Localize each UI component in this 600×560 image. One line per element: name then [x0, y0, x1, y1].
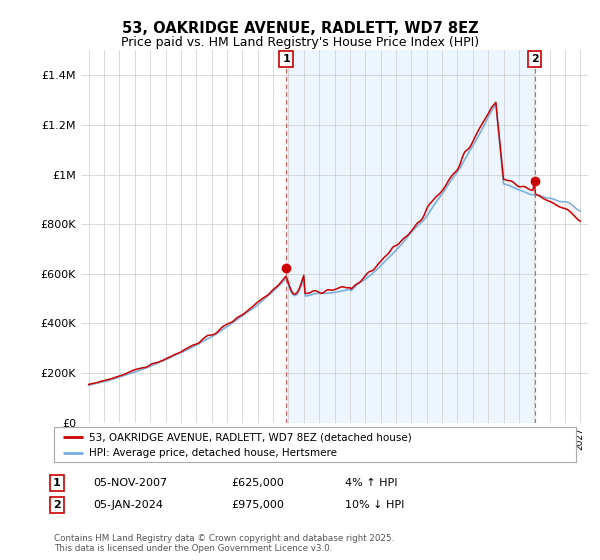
Text: Contains HM Land Registry data © Crown copyright and database right 2025.
This d: Contains HM Land Registry data © Crown c… — [54, 534, 394, 553]
Text: 2: 2 — [53, 500, 61, 510]
Text: 53, OAKRIDGE AVENUE, RADLETT, WD7 8EZ: 53, OAKRIDGE AVENUE, RADLETT, WD7 8EZ — [122, 21, 478, 36]
Text: 1: 1 — [282, 54, 290, 64]
Text: Price paid vs. HM Land Registry's House Price Index (HPI): Price paid vs. HM Land Registry's House … — [121, 36, 479, 49]
Text: 1: 1 — [53, 478, 61, 488]
Text: 4% ↑ HPI: 4% ↑ HPI — [345, 478, 398, 488]
Text: 2: 2 — [530, 54, 538, 64]
Text: 05-JAN-2024: 05-JAN-2024 — [93, 500, 163, 510]
Text: 05-NOV-2007: 05-NOV-2007 — [93, 478, 167, 488]
Bar — [286, 50, 535, 423]
Text: £975,000: £975,000 — [231, 500, 284, 510]
Text: HPI: Average price, detached house, Hertsmere: HPI: Average price, detached house, Hert… — [89, 449, 337, 458]
Text: £625,000: £625,000 — [231, 478, 284, 488]
Text: 53, OAKRIDGE AVENUE, RADLETT, WD7 8EZ (detached house): 53, OAKRIDGE AVENUE, RADLETT, WD7 8EZ (d… — [89, 432, 412, 442]
Text: 10% ↓ HPI: 10% ↓ HPI — [345, 500, 404, 510]
